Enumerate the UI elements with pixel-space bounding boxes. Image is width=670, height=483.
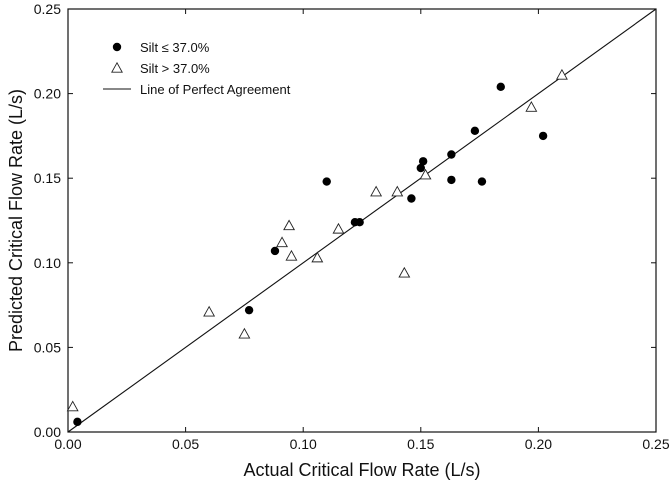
legend-marker-filled-circle	[112, 42, 122, 52]
data-point-circle	[73, 417, 82, 427]
data-point-triangle	[283, 219, 296, 231]
data-point-triangle	[525, 101, 538, 112]
data-point-triangle	[370, 185, 383, 197]
legend-label: Silt > 37.0%	[140, 61, 210, 76]
legend-item: Line of Perfect Agreement	[103, 82, 291, 97]
data-point-triangle	[332, 222, 345, 234]
data-point-circle	[322, 177, 331, 186]
data-point-circle	[416, 163, 425, 173]
x-tick-label: 0.15	[407, 436, 434, 452]
data-point-triangle	[203, 305, 216, 317]
x-tick-label: 0.00	[54, 436, 81, 452]
data-point-circle	[270, 246, 280, 256]
data-point-triangle	[398, 266, 411, 278]
data-point-triangle	[238, 327, 251, 339]
y-tick-label: 0.10	[34, 255, 61, 271]
data-point-circle	[470, 126, 480, 136]
y-tick-label: 0.00	[34, 424, 61, 440]
data-point-circle	[447, 175, 456, 185]
data-point-circle	[538, 131, 548, 141]
data-point-circle	[447, 150, 456, 159]
y-tick-label: 0.15	[34, 170, 61, 186]
y-axis-ticks: 0.00 0.05 0.10 0.15 0.20 0.25	[34, 1, 656, 440]
data-point-circle	[355, 217, 364, 227]
y-tick-label: 0.25	[34, 1, 61, 17]
y-axis-label: Predicted Critical Flow Rate (L/s)	[6, 89, 26, 352]
data-point-triangle	[66, 400, 79, 412]
data-point-circle	[407, 194, 416, 203]
plot-frame	[67, 8, 657, 433]
legend-marker-open-triangle	[111, 61, 123, 73]
data-point-circle	[418, 157, 428, 166]
data-point-circle	[477, 177, 487, 186]
data-point-triangle	[276, 236, 288, 248]
data-point-triangle	[391, 185, 404, 197]
plot-area	[67, 8, 657, 433]
data-point-triangle	[285, 249, 298, 261]
x-tick-label: 0.20	[525, 436, 552, 452]
legend: Silt ≤ 37.0% Silt > 37.0% Line of Perfect …	[103, 40, 291, 97]
data-point-circle	[496, 82, 505, 92]
x-tick-label: 0.05	[172, 436, 199, 452]
data-point-triangle	[311, 251, 324, 263]
data-point-circle	[244, 305, 254, 315]
legend-label: Silt ≤ 37.0%	[140, 40, 210, 55]
y-tick-label: 0.20	[34, 86, 61, 102]
x-axis-ticks: 0.00 0.05 0.10 0.15 0.20 0.25	[54, 9, 670, 452]
y-tick-label: 0.05	[34, 339, 61, 355]
x-tick-label: 0.25	[642, 436, 669, 452]
data-point-triangle	[419, 168, 432, 180]
series-silt-gt-37	[66, 68, 568, 412]
data-series	[66, 68, 568, 427]
x-axis-label: Actual Critical Flow Rate (L/s)	[243, 460, 480, 480]
legend-label: Line of Perfect Agreement	[140, 82, 291, 97]
data-point-triangle	[555, 68, 568, 80]
legend-item: Silt ≤ 37.0%	[112, 40, 210, 55]
series-silt-le-37	[73, 82, 548, 427]
legend-item: Silt > 37.0%	[111, 61, 210, 76]
x-tick-label: 0.10	[290, 436, 317, 452]
